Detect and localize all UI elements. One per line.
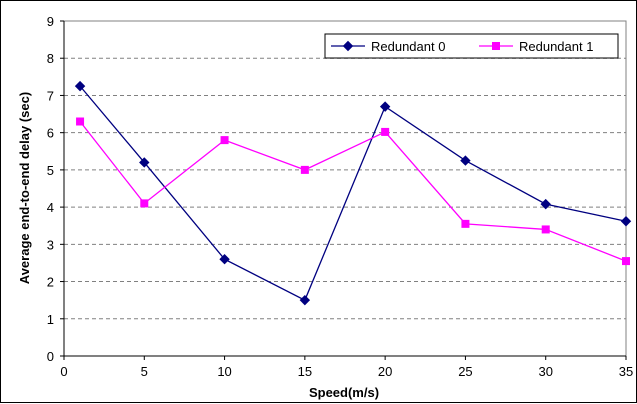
x-axis-label: Speed(m/s): [309, 385, 379, 400]
y-tick-label-9: 9: [47, 14, 54, 29]
series-2-point-0: [76, 117, 85, 126]
legend-label-2: Redundant 1: [519, 39, 593, 54]
y-tick-label-7: 7: [47, 88, 54, 103]
y-tick-label-8: 8: [47, 51, 54, 66]
series-2-point-2: [220, 136, 229, 145]
x-tick-label-25: 25: [458, 364, 472, 379]
series-2-point-6: [541, 225, 550, 234]
series-2: [76, 117, 630, 266]
series-2-point-4: [381, 127, 390, 136]
series-1-point-2: [219, 254, 230, 265]
series-1: [74, 80, 632, 306]
series-2-point-3: [300, 165, 309, 174]
series-1-point-0: [74, 80, 86, 92]
x-tick-label-15: 15: [298, 364, 312, 379]
x-tick-label-35: 35: [619, 364, 633, 379]
x-tick-label-5: 5: [141, 364, 148, 379]
series-1-line: [79, 85, 627, 302]
series-2-point-1: [140, 199, 149, 208]
data-series: [74, 80, 632, 306]
legend: Redundant 0 Redundant 1: [324, 33, 619, 59]
series-1-point-6: [540, 198, 551, 210]
y-tick-labels: 0 1 2 3 4 5 6 7 8 9: [47, 14, 54, 364]
y-tick-label-4: 4: [47, 200, 54, 215]
series-1-point-3: [299, 294, 311, 306]
y-tick-label-2: 2: [47, 275, 54, 290]
legend-box: [324, 33, 619, 59]
axes: [60, 20, 627, 360]
y-tick-label-5: 5: [47, 163, 54, 178]
x-tick-label-10: 10: [217, 364, 231, 379]
legend-label-1: Redundant 0: [371, 39, 445, 54]
x-tick-labels: 0 5 10 15 20 25 30 35: [60, 364, 633, 379]
series-1-point-5: [460, 155, 471, 166]
legend-marker-1: [342, 40, 354, 52]
plot-area-border: [63, 20, 627, 357]
y-tick-label-1: 1: [47, 312, 54, 327]
grid-lines: [64, 57, 626, 320]
y-tick-label-6: 6: [47, 126, 54, 141]
x-tick-label-0: 0: [60, 364, 67, 379]
series-1-point-7: [620, 216, 632, 227]
y-tick-label-3: 3: [47, 237, 54, 252]
y-axis-label: Average end-to-end delay (sec): [17, 92, 32, 284]
series-2-point-5: [461, 219, 470, 228]
series-2-line: [79, 121, 627, 262]
legend-marker-2: [492, 42, 500, 50]
y-tick-label-0: 0: [47, 349, 54, 364]
series-2-point-7: [622, 257, 630, 266]
x-tick-label-30: 30: [538, 364, 552, 379]
series-1-point-1: [139, 157, 150, 168]
series-1-point-4: [379, 101, 391, 112]
x-tick-label-20: 20: [378, 364, 392, 379]
